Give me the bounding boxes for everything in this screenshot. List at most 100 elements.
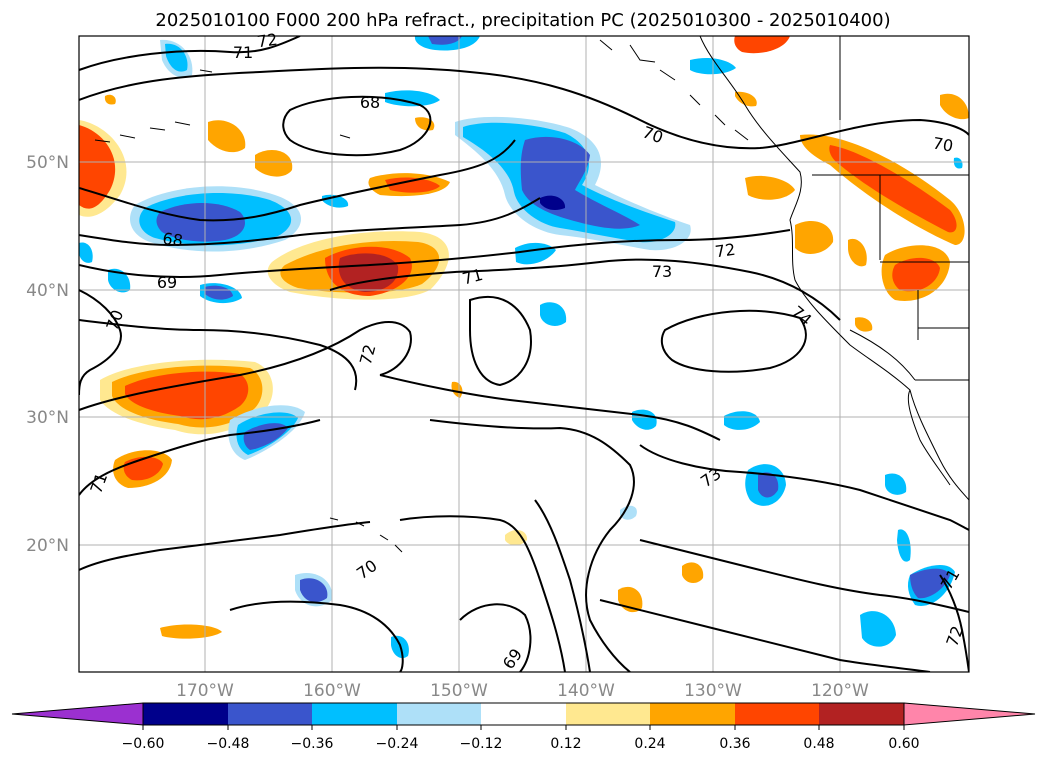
- precip-blob: [620, 505, 637, 520]
- contour-line: [534, 499, 591, 672]
- colorbar-segment: [481, 703, 566, 725]
- contour-label: 72: [714, 240, 737, 262]
- precip-blob: [385, 177, 440, 193]
- precip-blob: [255, 150, 293, 177]
- precip-blob: [205, 285, 233, 300]
- contour-line: [599, 599, 931, 672]
- contour-line: [639, 444, 969, 531]
- precip-blob: [829, 145, 957, 233]
- lon-label: 130°W: [684, 681, 742, 701]
- precip-blob: [734, 36, 790, 54]
- lon-label: 120°W: [811, 681, 869, 701]
- contour-line: [639, 539, 969, 613]
- lon-label: 160°W: [303, 681, 361, 701]
- contour-line: [79, 521, 371, 571]
- precip-blob: [338, 253, 399, 292]
- precip-blob: [953, 157, 963, 169]
- precip-blob: [451, 381, 463, 398]
- contour-line: [329, 258, 841, 321]
- contour-line: [79, 36, 301, 71]
- contour-line: [660, 309, 807, 373]
- contour-line: [79, 139, 516, 222]
- precip-blob: [745, 175, 795, 200]
- precip-blob: [735, 91, 757, 107]
- longitude-labels: 170°W 160°W 150°W 140°W 130°W 120°W: [176, 681, 869, 701]
- precipitation-fill-layer: [79, 36, 969, 659]
- colorbar-tick-label: −0.60: [122, 736, 165, 752]
- colorbar-extend-high: [903, 702, 1036, 726]
- north-america-coastline: [699, 36, 969, 501]
- contour-line: [229, 600, 404, 672]
- colorbar-tick-label: 0.36: [719, 736, 750, 752]
- contour-label: 72: [356, 342, 380, 367]
- colorbar-tick-label: 0.24: [634, 736, 665, 752]
- precip-blob: [505, 529, 528, 546]
- contour-line: [399, 515, 566, 672]
- contour-line: [469, 295, 532, 387]
- colorbar-tick-label: 0.60: [888, 736, 919, 752]
- precip-blob: [682, 562, 704, 584]
- lon-label: 140°W: [557, 681, 615, 701]
- colorbar-segment: [566, 703, 650, 725]
- precip-blob: [79, 242, 93, 263]
- map-frame: [78, 35, 970, 673]
- colorbar-frame: [142, 702, 905, 726]
- colorbar-segment: [228, 703, 312, 725]
- contour-label: 71: [233, 43, 253, 62]
- colorbar-extend-low: [11, 702, 144, 726]
- contour-label: 72: [256, 30, 279, 52]
- precip-blob: [795, 221, 834, 254]
- colorbar-segment: [143, 703, 228, 725]
- precip-blob: [940, 93, 969, 120]
- contour-line: [939, 574, 969, 672]
- precip-blob: [160, 624, 222, 639]
- colorbar-segment: [312, 703, 397, 725]
- contour-label: 68: [161, 229, 184, 251]
- precip-blob: [885, 473, 907, 495]
- colorbar-tick-label: 0.48: [803, 736, 834, 752]
- colorbar-tick-label: −0.48: [207, 736, 250, 752]
- contour-line: [79, 321, 412, 411]
- precip-blob: [104, 94, 116, 105]
- lat-label: 20°N: [26, 536, 69, 556]
- precip-blob: [108, 268, 131, 293]
- contour-label: 71: [460, 265, 485, 289]
- precip-blob: [428, 36, 462, 45]
- contour-line: [79, 289, 122, 396]
- colorbar-tick-label: −0.36: [291, 736, 334, 752]
- contour-label: 73: [652, 262, 672, 281]
- contour-line: [459, 603, 532, 672]
- precip-blob: [125, 371, 249, 420]
- contour-line: [79, 419, 321, 496]
- contour-line: [79, 229, 791, 278]
- baja-california: [907, 389, 951, 486]
- contour-line: [379, 374, 721, 441]
- contour-line: [282, 95, 432, 157]
- contour-line: [429, 419, 635, 672]
- contour-line: [79, 197, 541, 247]
- graticule: [79, 36, 969, 672]
- lat-label: 30°N: [26, 408, 69, 428]
- contour-label: 69: [157, 273, 177, 292]
- contour-label: 68: [360, 93, 380, 112]
- aleutian-islands: [94, 69, 351, 143]
- contour-line: [79, 66, 969, 150]
- precip-blob: [300, 578, 328, 603]
- colorbar-segment: [735, 703, 819, 725]
- map-panel: 72 71 68 70 70 68 69 70 71 72 73 74 72 7…: [78, 30, 970, 673]
- colorbar: −0.60 −0.48 −0.36 −0.24 −0.12 0.12 0.24 …: [11, 702, 1036, 752]
- refractivity-contours: [79, 36, 969, 672]
- colorbar-segment: [650, 703, 735, 725]
- precip-blob: [892, 257, 940, 292]
- precip-blob: [208, 120, 246, 153]
- alaska-islands: [599, 39, 749, 141]
- precip-blob: [855, 317, 873, 332]
- lat-label: 40°N: [26, 281, 69, 301]
- colorbar-segment: [397, 703, 481, 725]
- contour-label: 70: [931, 133, 954, 155]
- figure-title: 2025010100 F000 200 hPa refract., precip…: [155, 10, 890, 31]
- lon-label: 170°W: [176, 681, 234, 701]
- lat-label: 50°N: [26, 153, 69, 173]
- colorbar-segment: [819, 703, 904, 725]
